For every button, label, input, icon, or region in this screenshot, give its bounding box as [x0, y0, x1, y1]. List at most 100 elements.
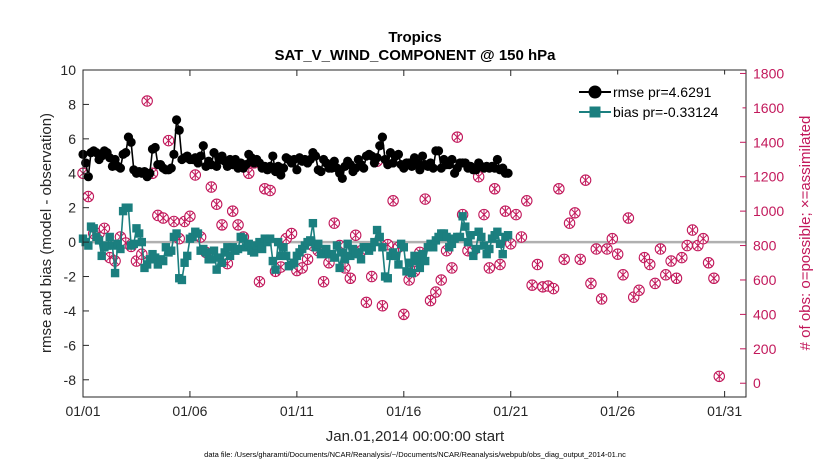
legend-rmse-marker	[588, 85, 602, 99]
bias-point	[412, 256, 422, 266]
bias-point	[410, 251, 419, 261]
obs-assimilated-point	[560, 254, 569, 264]
bias-point	[172, 229, 181, 238]
bias-point	[367, 243, 376, 252]
obs-assimilated-point	[185, 211, 194, 221]
bias-point	[188, 232, 197, 242]
rmse-point	[241, 160, 251, 170]
obs-assimilated-point	[207, 182, 216, 192]
bias-point	[89, 224, 98, 233]
bias-point	[340, 255, 350, 264]
bias-point	[102, 241, 112, 250]
bias-point	[447, 239, 457, 249]
bias-point	[145, 255, 155, 264]
bias-point	[391, 251, 400, 261]
data-file-footnote: data file: /Users/gharamti/Documents/NCA…	[204, 450, 626, 459]
obs-assimilated-point	[635, 285, 644, 295]
rmse-point	[503, 168, 513, 178]
obs-assimilated-point	[218, 220, 226, 230]
obs-assimilated-point	[592, 244, 601, 254]
y-tick-label: 2	[68, 200, 76, 216]
x-tick-label: 01/31	[707, 403, 742, 419]
obs-assimilated-point	[266, 185, 275, 196]
bias-point	[314, 239, 323, 249]
bias-point	[209, 246, 219, 255]
bias-point	[105, 232, 114, 242]
plot-marks	[77, 95, 746, 383]
obs-assimilated-point	[303, 254, 312, 264]
bias-point	[429, 243, 438, 252]
bias-point	[404, 258, 414, 267]
bias-point	[330, 253, 339, 262]
bias-point	[354, 249, 363, 259]
rmse-point	[115, 163, 126, 173]
bias-point	[477, 232, 486, 242]
bias-point	[177, 275, 187, 285]
obs-assimilated-point	[111, 256, 120, 266]
obs-assimilated-point	[661, 270, 670, 280]
x-tick-label: 01/11	[280, 403, 314, 419]
bias-point	[458, 212, 467, 221]
obs-assimilated-point	[319, 277, 328, 287]
bias-point	[402, 267, 411, 276]
legend: rmse pr=4.6291 bias pr=-0.33124	[572, 74, 743, 126]
obs-assimilated-point	[234, 220, 243, 230]
obs-assimilated-point	[506, 239, 515, 249]
y2-tick-label: 1000	[753, 203, 784, 219]
obs-assimilated-point	[143, 96, 152, 106]
obs-assimilated-point	[367, 271, 376, 282]
obs-assimilated-point	[159, 213, 168, 223]
obs-assimilated-point	[576, 254, 585, 264]
bias-point	[370, 237, 379, 247]
obs-assimilated-point	[431, 287, 440, 297]
bias-point	[217, 258, 227, 267]
bias-point	[415, 263, 425, 273]
bias-point	[180, 258, 189, 267]
bias-point	[346, 251, 355, 261]
obs-assimilated-point	[603, 244, 611, 254]
obs-assimilated-point	[191, 170, 200, 180]
bias-point	[183, 251, 192, 261]
y-tick-label: 6	[68, 131, 76, 147]
obs-assimilated-point	[399, 309, 408, 319]
rmse-point	[121, 148, 131, 158]
y2-tick-label: 1200	[753, 169, 784, 185]
obs-assimilated-point	[501, 206, 510, 216]
bias-point	[129, 239, 138, 249]
rmse-point	[209, 148, 219, 158]
bias-point	[159, 256, 168, 266]
obs-assimilated-point	[683, 240, 692, 251]
rmse-point	[169, 149, 179, 159]
y2-tick-label: 1800	[753, 65, 784, 81]
y-axis-left: -8 -6 -4 -2 0 2 4 6 8 10	[60, 62, 89, 388]
y-axis-right: 0 200 400 600 800 1000 1200 1400 1600 1800	[740, 65, 784, 391]
rmse-point	[268, 151, 278, 161]
bias-point	[378, 243, 387, 252]
x-axis: 01/01 01/06 01/11 01/16 01/21 01/26 01/31	[65, 70, 742, 419]
y2-tick-label: 400	[753, 306, 777, 322]
rmse-point	[196, 151, 206, 161]
bias-point	[493, 227, 502, 236]
rmse-point	[316, 166, 326, 177]
obs-assimilated-point	[688, 225, 697, 235]
bias-point	[193, 229, 203, 238]
rmse-point	[377, 132, 388, 142]
obs-assimilated-point	[453, 132, 462, 142]
legend-rmse-label: rmse pr=4.6291	[613, 84, 712, 100]
x-tick-label: 01/26	[600, 403, 635, 419]
y2-tick-label: 1400	[753, 134, 784, 150]
x-axis-label: Jan.01,2014 00:00:00 start	[326, 428, 505, 445]
obs-assimilated-point	[656, 244, 665, 254]
bias-point	[356, 255, 366, 264]
bias-point	[223, 243, 232, 252]
y-tick-label: -2	[64, 269, 77, 285]
bias-point	[455, 232, 465, 242]
bias-point	[142, 260, 152, 269]
obs-assimilated-point	[672, 273, 681, 283]
bias-point	[97, 251, 106, 261]
obs-assimilated-point	[298, 263, 307, 273]
rmse-point	[428, 163, 438, 173]
bias-point	[134, 229, 144, 238]
obs-assimilated-point	[581, 175, 590, 185]
